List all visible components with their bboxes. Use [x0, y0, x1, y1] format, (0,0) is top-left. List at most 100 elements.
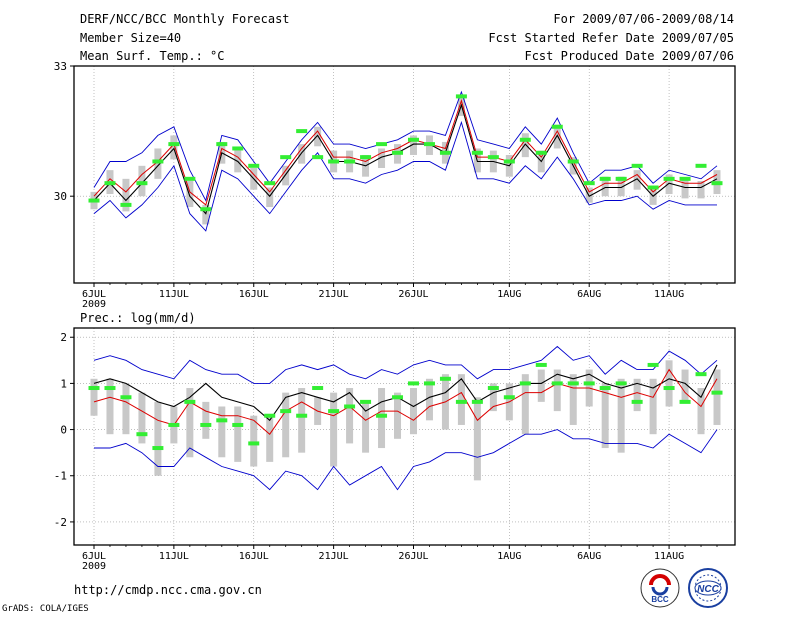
x-tick-label: 6AUG [577, 551, 601, 562]
observed-mark [312, 155, 324, 160]
spread-bar [250, 415, 258, 467]
x-tick-label: 11JUL [159, 289, 189, 300]
x-tick-label: 1AUG [497, 551, 521, 562]
spread-bar [202, 204, 210, 225]
chart-title: DERF/NCC/BCC Monthly Forecast [80, 12, 290, 26]
observed-mark [519, 381, 531, 386]
observed-mark [439, 376, 451, 381]
bcc-logo: BCC [640, 568, 680, 608]
observed-mark [583, 181, 595, 186]
panel-temperature: 30 33 6JUL 11JUL 16JUL 21JUL 26JUL 1AUG 6AUG 11AU… [54, 60, 736, 310]
observed-mark [583, 381, 595, 386]
spread-bar [617, 378, 625, 453]
spread-bar [298, 388, 306, 453]
spread-bar [298, 144, 306, 164]
x-tick-label: 11AUG [654, 289, 684, 300]
source-url[interactable]: http://cmdp.ncc.cma.gov.cn [74, 583, 262, 597]
observed-mark [168, 422, 180, 427]
spread-bar [122, 178, 130, 212]
observed-mark [551, 381, 563, 386]
year-label: 2009 [82, 561, 106, 572]
bcc-logo-text: BCC [651, 595, 669, 604]
observed-mark [535, 150, 547, 155]
spread-bar [665, 360, 673, 407]
spread-bar [489, 383, 497, 412]
spread-bar [234, 148, 242, 173]
plot-frame [73, 327, 736, 546]
observed-mark [184, 399, 196, 404]
spread-bar [681, 178, 689, 199]
observed-mark [631, 163, 643, 168]
observed-mark [344, 404, 356, 409]
observed-mark [360, 155, 372, 160]
observed-mark [679, 176, 691, 181]
observed-mark [487, 155, 499, 160]
y-tick-label: 30 [54, 190, 67, 203]
x-tick-label: 11AUG [654, 551, 684, 562]
observed-mark [88, 198, 100, 203]
x-tick-label: 16JUL [239, 551, 269, 562]
observed-mark [296, 413, 308, 418]
y-tick-label: 33 [54, 60, 67, 73]
spread-bar [218, 406, 226, 458]
observed-mark [344, 159, 356, 164]
observed-mark [615, 381, 627, 386]
spread-bar [266, 415, 274, 462]
spread-bar [537, 369, 545, 402]
spread-bar [90, 378, 98, 416]
observed-mark [711, 390, 723, 395]
spread-bar [633, 170, 641, 190]
observed-mark [88, 386, 100, 391]
observed-mark [232, 422, 244, 427]
observed-mark [471, 150, 483, 155]
x-tick-label: 11JUL [159, 551, 189, 562]
observed-mark [535, 362, 547, 367]
observed-mark [200, 207, 212, 212]
observed-mark [232, 146, 244, 151]
observed-mark [360, 399, 372, 404]
observed-mark [647, 185, 659, 190]
ncc-logo: NCC [688, 568, 728, 608]
spread-bar [138, 392, 146, 444]
observed-mark [280, 409, 292, 414]
observed-mark [216, 418, 228, 423]
observed-mark [184, 176, 196, 181]
y-tick-label: 1 [60, 377, 67, 390]
spread-bar [553, 124, 561, 149]
observed-mark [328, 159, 340, 164]
member-size: Member Size=40 [80, 31, 182, 45]
observed-mark [152, 446, 164, 451]
observed-mark [503, 159, 515, 164]
x-tick-label: 26JUL [398, 551, 428, 562]
observed-mark [503, 395, 515, 400]
observed-mark [136, 432, 148, 437]
x-tick-label: 16JUL [239, 289, 269, 300]
observed-mark [120, 395, 132, 400]
year-label: 2009 [82, 299, 106, 310]
spread-bar [713, 369, 721, 425]
observed-mark [104, 386, 116, 391]
spread-bar [346, 388, 354, 444]
observed-mark [423, 381, 435, 386]
y-tick-label: 0 [60, 424, 67, 437]
spread-bar [266, 187, 274, 208]
spread-bar [202, 401, 210, 439]
spread-bar [282, 392, 290, 458]
spread-bar [330, 392, 338, 467]
observed-mark [407, 381, 419, 386]
spread-bar [378, 388, 386, 449]
observed-mark [120, 202, 132, 207]
observed-mark [567, 159, 579, 164]
spread-bar [569, 374, 577, 425]
spread-bar [282, 165, 290, 186]
spread-bar [665, 174, 673, 195]
observed-mark [711, 181, 723, 186]
observed-mark [471, 399, 483, 404]
spread-bar [425, 378, 433, 421]
x-tick-label: 6AUG [577, 289, 601, 300]
observed-mark [519, 137, 531, 142]
observed-mark [599, 386, 611, 391]
spread-bar [409, 135, 417, 155]
observed-mark [328, 409, 340, 414]
